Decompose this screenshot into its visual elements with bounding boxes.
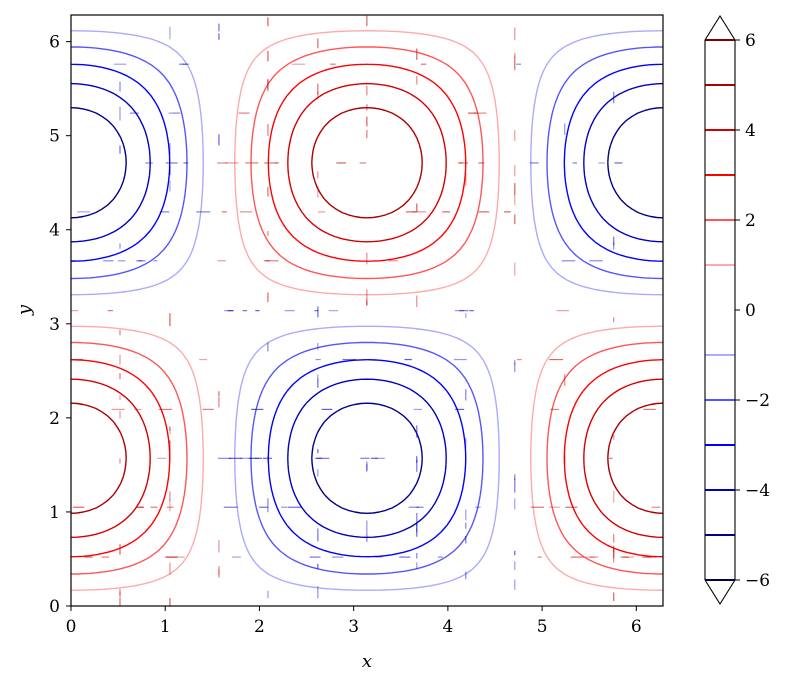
colorbar-tick-label: −2 xyxy=(745,391,770,411)
colorbar: 6 4 2 0 −2 −4 −6 xyxy=(704,14,770,606)
y-tick-label: 1 xyxy=(49,503,60,523)
x-tick-label: 4 xyxy=(442,617,453,637)
contour-lines xyxy=(71,30,663,591)
x-tick-label: 5 xyxy=(537,617,548,637)
colorbar-tick-label: −4 xyxy=(745,481,770,501)
colorbar-tick-label: 6 xyxy=(745,31,756,51)
contour-level--3 xyxy=(71,63,663,558)
colorbar-tick-label: 2 xyxy=(745,211,756,231)
contour-level--2 xyxy=(71,46,663,575)
x-tick-label: 6 xyxy=(631,617,642,637)
y-tick-label: 0 xyxy=(49,597,60,617)
x-tick-label: 0 xyxy=(66,617,77,637)
y-tick-label: 6 xyxy=(49,33,60,53)
plot-frame xyxy=(70,14,664,607)
x-tick-label: 1 xyxy=(160,617,171,637)
colorbar-extend-bottom xyxy=(704,579,736,606)
contour-level-2 xyxy=(71,46,663,575)
contour-level--1 xyxy=(71,30,663,591)
plot-area-background xyxy=(71,15,663,606)
y-tick-label: 5 xyxy=(49,127,60,147)
colorbar-tick-label: −6 xyxy=(745,571,770,591)
colorbar-body xyxy=(705,40,735,580)
contour-level-4 xyxy=(71,82,663,538)
x-axis-label: x xyxy=(362,651,372,672)
contour-level--4 xyxy=(71,82,663,538)
noise-marks xyxy=(71,15,661,606)
x-tick-label: 2 xyxy=(254,617,265,637)
y-tick-label: 2 xyxy=(49,409,60,429)
x-tick-label: 3 xyxy=(348,617,359,637)
contour-level-1 xyxy=(71,30,663,591)
colorbar-tick-label: 0 xyxy=(745,301,756,321)
y-axis-ticks: 0 1 2 3 4 5 6 xyxy=(49,33,71,617)
y-tick-label: 3 xyxy=(49,315,60,335)
colorbar-tick-label: 4 xyxy=(745,121,756,141)
contour-level-5 xyxy=(71,107,663,514)
x-axis-ticks: 0 1 2 3 4 5 6 xyxy=(66,606,642,637)
y-axis-label: y xyxy=(14,304,35,316)
y-tick-label: 4 xyxy=(49,221,60,241)
colorbar-extend-top xyxy=(704,14,736,41)
